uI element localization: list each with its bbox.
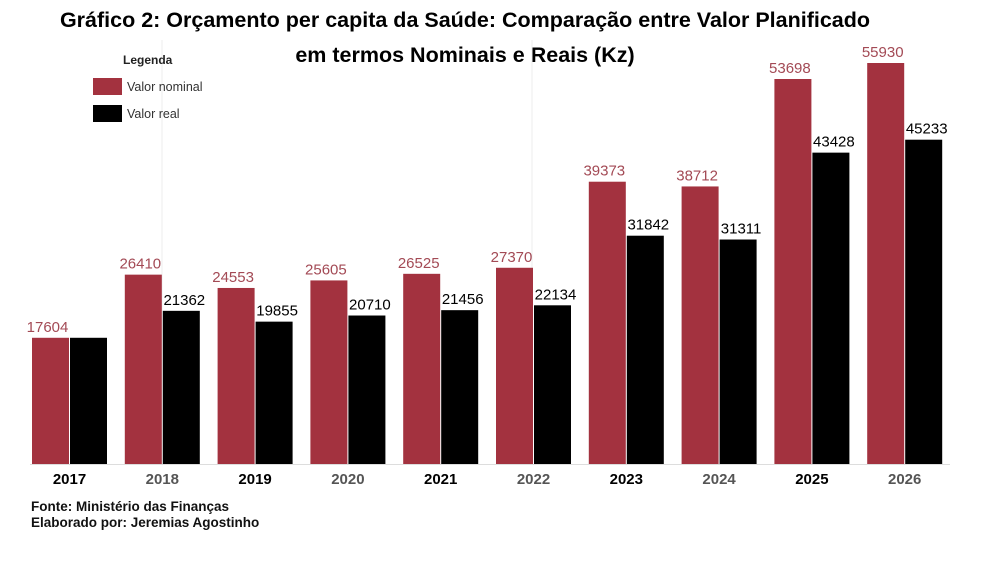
bar-nominal-2026 (867, 63, 905, 464)
data-label-real-2023: 31842 (627, 217, 669, 234)
bar-nominal-2017 (32, 337, 69, 464)
data-label-nominal-2018: 26410 (119, 256, 161, 273)
data-label-real-2025: 43428 (813, 134, 855, 151)
data-label-real-2021: 21456 (442, 291, 484, 308)
data-label-real-2026: 45233 (906, 121, 948, 138)
bar-real-2025 (812, 152, 850, 464)
data-label-real-2019: 19855 (256, 303, 298, 320)
x-tick-label-2026: 2026 (888, 471, 921, 488)
bar-real-2024 (719, 239, 757, 464)
bar-nominal-2021 (403, 273, 441, 464)
x-tick-label-2023: 2023 (610, 471, 643, 488)
chart-title-line1: Gráfico 2: Orçamento per capita da Saúde… (59, 8, 871, 32)
data-label-nominal-2019: 24553 (212, 269, 254, 286)
legend-swatch-real (93, 105, 122, 122)
data-label-nominal-2021: 26525 (398, 255, 440, 272)
bar-nominal-2019 (217, 287, 255, 464)
author-note: Elaborado por: Jeremias Agostinho (31, 515, 260, 530)
bar-nominal-2022 (496, 267, 533, 464)
bar-real-2017 (70, 337, 107, 464)
x-tick-label-2022: 2022 (517, 471, 550, 488)
bar-real-2026 (905, 139, 943, 464)
x-tick-label-2019: 2019 (238, 471, 271, 488)
x-tick-label-2025: 2025 (795, 471, 828, 488)
bar-nominal-2025 (774, 79, 812, 464)
bar-real-2019 (255, 321, 293, 464)
bar-nominal-2023 (588, 181, 626, 465)
x-tick-label-2017: 2017 (53, 471, 86, 488)
data-label-real-2018: 21362 (163, 292, 205, 309)
x-tick-label-2021: 2021 (424, 471, 457, 488)
legend-label-real: Valor real (127, 107, 180, 121)
data-label-nominal-2020: 25605 (305, 261, 347, 278)
x-tick-label-2018: 2018 (146, 471, 179, 488)
data-label-real-2022: 22134 (535, 286, 577, 303)
data-label-nominal-2022: 27370 (491, 249, 533, 266)
bar-nominal-2024 (681, 186, 719, 464)
bar-real-2020 (348, 315, 386, 464)
data-label-nominal-2023: 39373 (583, 163, 625, 180)
bar-nominal-2018 (124, 274, 162, 464)
source-note: Fonte: Ministério das Finanças (31, 499, 230, 514)
bar-real-2023 (626, 235, 664, 464)
legend-label-nominal: Valor nominal (127, 80, 203, 94)
data-label-nominal-2017: 17604 (27, 319, 69, 336)
legend-title: Legenda (123, 53, 173, 67)
bar-real-2021 (441, 310, 479, 464)
x-tick-label-2020: 2020 (331, 471, 364, 488)
chart-title-line2: em termos Nominais e Reais (Kz) (295, 43, 635, 67)
data-label-real-2024: 31311 (721, 221, 762, 238)
data-label-nominal-2025: 53698 (769, 60, 811, 77)
bar-nominal-2020 (310, 280, 348, 464)
x-tick-label-2024: 2024 (702, 471, 736, 488)
data-label-real-2020: 20710 (349, 297, 391, 314)
bar-real-2022 (534, 305, 571, 464)
bar-real-2018 (162, 310, 200, 464)
data-label-nominal-2024: 38712 (676, 167, 718, 184)
data-label-nominal-2026: 55930 (862, 44, 904, 61)
legend-swatch-nominal (93, 78, 122, 95)
